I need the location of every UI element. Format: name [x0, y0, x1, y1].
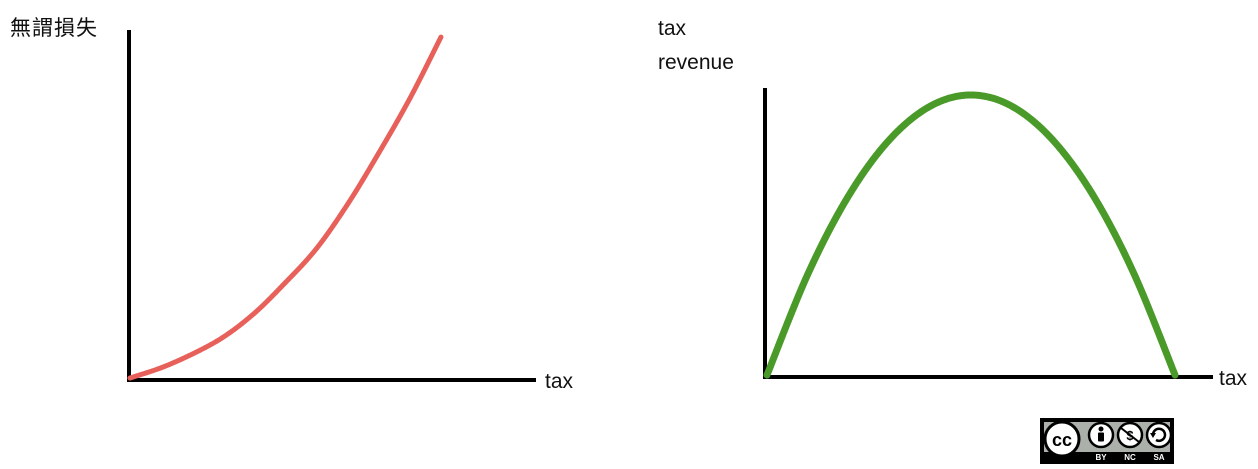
left-series: [127, 34, 444, 381]
right-curve-point: [1131, 271, 1138, 278]
right-curve-point: [1049, 136, 1056, 143]
right-x-axis-label: tax: [1219, 367, 1248, 390]
left-curve-point: [314, 246, 319, 251]
right-curve: [763, 91, 1179, 379]
left-curve: [127, 34, 444, 381]
right-curve-point: [927, 103, 934, 110]
right-curve-point: [886, 136, 893, 143]
left-curve-point: [376, 150, 382, 156]
left-x-axis-label: tax: [545, 370, 574, 393]
left-curve-point: [438, 34, 444, 40]
right-curve-point: [1171, 371, 1179, 379]
right-curve-point: [967, 91, 975, 99]
right-curve-point: [1008, 103, 1015, 110]
right-curve-point: [845, 192, 852, 199]
left-curve-point: [407, 96, 413, 101]
right-y-axis-label: tax revenue: [658, 17, 734, 74]
license-sa: SA: [1153, 453, 1164, 462]
right-series: [763, 91, 1179, 379]
cc-by-nc-sa-icon: cc $ BY NC SA: [1040, 418, 1174, 464]
left-curve-point: [252, 310, 257, 316]
right-curve-point: [804, 271, 811, 278]
license-by: BY: [1095, 453, 1107, 462]
left-curve-point: [283, 280, 288, 285]
right-curve-point: [1090, 192, 1097, 199]
svg-text:cc: cc: [1052, 430, 1072, 450]
left-curve-point: [127, 375, 133, 381]
left-y-axis-label: 無謂損失: [10, 17, 98, 40]
left-curve-point: [189, 351, 195, 357]
left-curve-point: [220, 334, 226, 340]
license-nc: NC: [1124, 453, 1136, 462]
left-curve-point: [158, 365, 164, 371]
right-curve-point: [763, 371, 771, 379]
left-curve-point: [345, 201, 351, 207]
